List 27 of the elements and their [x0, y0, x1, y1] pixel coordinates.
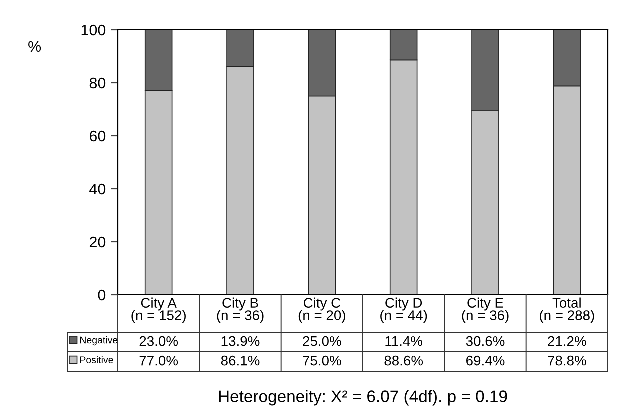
data-label: 11.4% [386, 336, 423, 346]
legend-label: Positive [80, 356, 114, 364]
data-label: 86.1% [221, 356, 260, 366]
data-label: 23.0% [140, 336, 178, 346]
y-tick-label: 80 [90, 78, 106, 89]
y-axis-title: % [28, 41, 42, 52]
data-label: 13.9% [222, 336, 260, 346]
data-label: 21.2% [548, 336, 586, 346]
x-tick-label: Total (n = 288) [540, 298, 594, 324]
data-label: 77.0% [140, 356, 178, 366]
y-tick-label: 40 [90, 184, 106, 195]
data-label: 69.4% [466, 356, 505, 366]
x-tick-label: City E (n = 36) [462, 298, 509, 324]
x-tick-label: City B (n = 36) [217, 298, 264, 324]
data-label: 30.6% [466, 336, 505, 346]
text: Heterogeneity: X² = 6.07 (4df). p = 0.19 [219, 390, 508, 406]
data-label: 75.0% [303, 356, 342, 366]
data-label: 25.0% [303, 336, 342, 346]
x-tick-label: City A (n = 152) [132, 298, 186, 324]
y-tick-label: 20 [90, 236, 106, 248]
data-label: 88.6% [384, 356, 424, 366]
y-tick-label: 100 [82, 24, 106, 36]
x-tick-label: City C (n = 20) [298, 298, 346, 324]
x-tick-label: City D (n = 44) [380, 298, 428, 324]
y-tick-label: 60 [90, 130, 106, 142]
data-label: 78.8% [548, 356, 586, 366]
y-tick-label: 0 [98, 290, 106, 301]
